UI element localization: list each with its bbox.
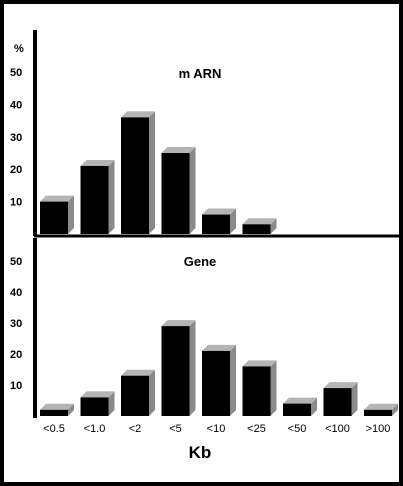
bar-side-1-6 <box>311 397 317 416</box>
y-tick-label-0-3: 40 <box>10 99 22 111</box>
x-tick-label-2: <2 <box>129 423 142 435</box>
bar-1-2 <box>121 375 149 416</box>
bar-side-0-3 <box>189 147 196 234</box>
bar-top-0-5 <box>242 218 277 225</box>
y-tick-label-1-3: 40 <box>10 287 22 299</box>
bar-top-1-5 <box>242 360 277 367</box>
bar-side-0-2 <box>149 111 155 234</box>
bar-side-1-3 <box>189 320 196 416</box>
y-tick-label-0-4: 50 <box>10 67 22 79</box>
bar-top-1-7 <box>323 382 358 389</box>
y-axis-label-0: % <box>14 43 24 55</box>
bar-top-1-6 <box>283 397 317 404</box>
bar-side-0-5 <box>270 218 277 234</box>
x-tick-label-3: <5 <box>169 423 182 435</box>
bar-0-4 <box>202 214 230 234</box>
bar-1-7 <box>323 388 352 416</box>
bar-top-1-3 <box>161 320 196 327</box>
bar-top-0-0 <box>40 195 74 202</box>
y-tick-label-0-2: 30 <box>10 132 22 144</box>
y-tick-label-1-0: 10 <box>10 380 22 392</box>
x-tick-label-1: <1.0 <box>84 423 106 435</box>
bar-side-0-0 <box>68 195 74 234</box>
x-tick-label-5: <25 <box>247 423 266 435</box>
bar-top-0-2 <box>121 111 155 118</box>
bar-1-0 <box>40 409 68 416</box>
bar-side-1-5 <box>270 360 277 416</box>
bar-0-2 <box>121 117 149 234</box>
bar-1-1 <box>80 397 109 416</box>
bar-side-0-1 <box>108 159 115 234</box>
bar-top-1-1 <box>80 391 115 398</box>
bar-top-1-0 <box>40 403 74 410</box>
chart-title-1: Gene <box>184 254 217 269</box>
bar-top-0-1 <box>80 159 115 166</box>
chart-title-0: m ARN <box>179 66 222 81</box>
bar-side-1-4 <box>230 344 236 416</box>
bar-0-1 <box>80 165 109 234</box>
x-axis-label: Kb <box>189 443 212 462</box>
bar-1-8 <box>364 409 392 416</box>
x-tick-label-0: <0.5 <box>43 423 65 435</box>
y-tick-label-1-4: 50 <box>10 256 22 268</box>
bar-top-1-2 <box>121 369 155 376</box>
x-tick-label-6: <50 <box>288 423 307 435</box>
y-tick-label-0-0: 10 <box>10 197 22 209</box>
bar-side-1-2 <box>149 369 155 416</box>
x-tick-label-7: <100 <box>325 423 350 435</box>
bar-side-0-4 <box>230 208 236 234</box>
bar-0-3 <box>161 153 190 234</box>
y-tick-label-0-1: 20 <box>10 164 22 176</box>
bar-0-0 <box>40 201 68 234</box>
bar-1-3 <box>161 326 190 416</box>
bar-top-0-3 <box>161 147 196 153</box>
y-tick-label-1-1: 20 <box>10 349 22 361</box>
bar-side-1-1 <box>108 391 115 416</box>
bar-top-1-4 <box>202 344 236 351</box>
x-tick-label-8: >100 <box>366 423 391 435</box>
bar-top-1-8 <box>364 403 398 410</box>
bar-side-1-7 <box>351 382 358 416</box>
bar-1-4 <box>202 350 230 416</box>
bar-0-5 <box>242 224 271 234</box>
x-tick-label-4: <10 <box>207 423 226 435</box>
bar-top-0-4 <box>202 208 236 215</box>
bar-side-1-0 <box>68 403 74 416</box>
bar-side-1-8 <box>392 403 398 416</box>
bar-1-5 <box>242 366 271 416</box>
bar-1-6 <box>283 403 311 416</box>
y-tick-label-1-2: 30 <box>10 318 22 330</box>
